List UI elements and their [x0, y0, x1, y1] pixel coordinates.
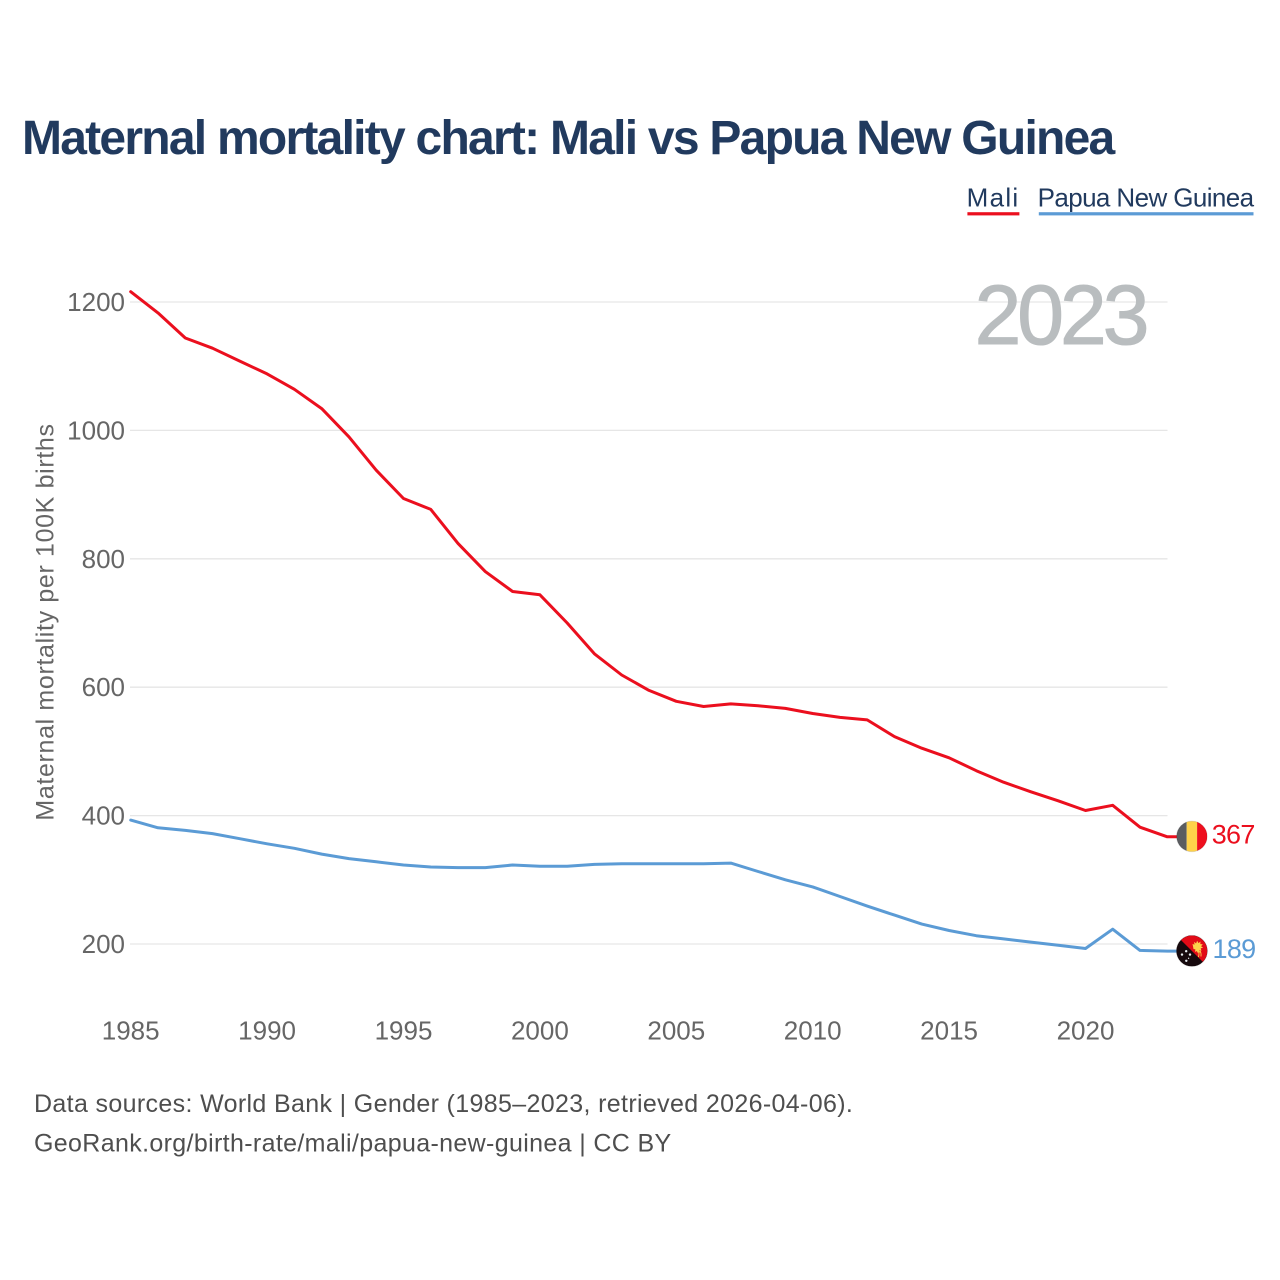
svg-text:Maternal mortality chart: Mali: Maternal mortality chart: Mali vs Papua …: [22, 112, 1116, 165]
svg-text:Mali: Mali: [967, 182, 1020, 212]
svg-text:2023: 2023: [975, 268, 1147, 362]
svg-text:2010: 2010: [784, 1016, 842, 1046]
svg-text:1995: 1995: [375, 1016, 433, 1046]
svg-text:Papua New Guinea: Papua New Guinea: [1038, 182, 1255, 212]
svg-text:200: 200: [82, 929, 125, 959]
svg-text:1000: 1000: [67, 415, 125, 445]
svg-text:2020: 2020: [1057, 1016, 1115, 1046]
svg-text:GeoRank.org/birth-rate/mali/pa: GeoRank.org/birth-rate/mali/papua-new-gu…: [34, 1129, 672, 1157]
svg-text:1985: 1985: [102, 1016, 160, 1046]
svg-text:2000: 2000: [511, 1016, 569, 1046]
svg-text:1990: 1990: [238, 1016, 296, 1046]
svg-text:367: 367: [1212, 819, 1255, 849]
svg-text:400: 400: [82, 801, 125, 831]
svg-text:800: 800: [82, 544, 125, 574]
svg-text:Maternal mortality per 100K bi: Maternal mortality per 100K births: [32, 423, 60, 820]
svg-text:189: 189: [1213, 934, 1256, 964]
svg-text:600: 600: [82, 672, 125, 702]
svg-text:2015: 2015: [920, 1016, 978, 1046]
svg-text:2005: 2005: [647, 1016, 705, 1046]
svg-text:1200: 1200: [67, 287, 125, 317]
svg-text:Data sources: World Bank | Gen: Data sources: World Bank | Gender (1985–…: [34, 1090, 853, 1118]
